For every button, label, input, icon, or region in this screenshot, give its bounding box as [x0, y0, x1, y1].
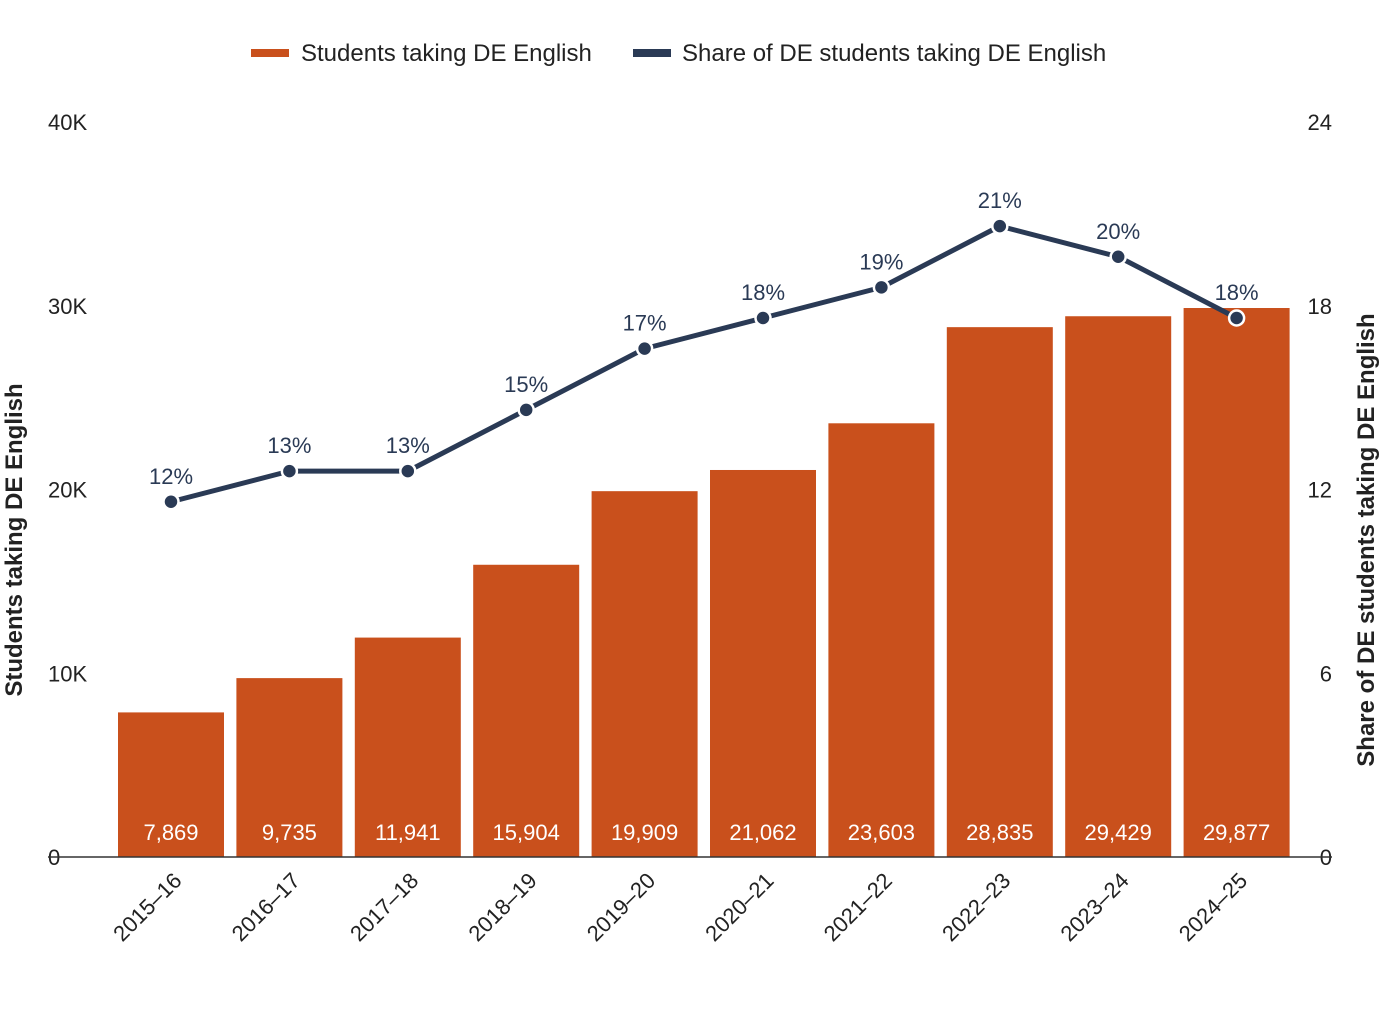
- line-point-label: 20%: [1096, 219, 1140, 244]
- line-point: [635, 339, 654, 358]
- line-point: [162, 493, 180, 511]
- bar-value-label: 21,062: [729, 820, 796, 845]
- x-tick-label: 2015–16: [108, 868, 186, 946]
- bar: [710, 469, 816, 857]
- x-tick-label: 2021–22: [819, 868, 897, 946]
- bar-series: 7,869 9,735 11,941 15,904 19,909 21,062 23,603…: [118, 308, 1290, 857]
- bar: [236, 678, 343, 857]
- bar-value-label: 9,735: [262, 820, 317, 845]
- bar-value-label: 29,429: [1085, 820, 1152, 845]
- bar-value-label: 7,869: [143, 820, 198, 845]
- bar: [1065, 316, 1172, 857]
- line-point: [991, 217, 1009, 235]
- y-right-tick-label: 6: [1320, 661, 1332, 686]
- line-point: [754, 309, 772, 327]
- legend-label-share: Share of DE students taking DE English: [682, 40, 1106, 67]
- legend: Students taking DE English Share of DE s…: [251, 40, 1106, 67]
- x-tick-label: 2016–17: [227, 868, 305, 946]
- x-axis-labels: 2015–16 2016–17 2017–18 2018–19 2019–20 2020–…: [108, 868, 1252, 946]
- line-point-label: 18%: [741, 280, 785, 305]
- x-tick-label: 2018–19: [463, 868, 541, 946]
- bar: [591, 491, 698, 857]
- line-series: 12% 13% 13% 15% 17% 18% 19% 21% 20% 18%: [149, 188, 1259, 511]
- bar: [946, 327, 1053, 857]
- line-point-label: 19%: [859, 249, 903, 274]
- bar: [473, 564, 580, 857]
- bar: [354, 637, 461, 857]
- x-tick-label: 2019–20: [582, 868, 660, 946]
- line-point-label: 12%: [149, 464, 193, 489]
- y-right-tick-label: 24: [1308, 110, 1332, 135]
- y-left-tick-label: 30K: [48, 294, 87, 319]
- y-right-tick-label: 12: [1308, 478, 1332, 503]
- y-right-tick-label: 18: [1308, 294, 1332, 319]
- line-point-label: 13%: [267, 433, 311, 458]
- line-point-label: 21%: [978, 188, 1022, 213]
- line-point-label: 13%: [386, 433, 430, 458]
- line-point: [399, 462, 417, 480]
- y-left-tick-label: 20K: [48, 478, 87, 503]
- y-left-tick-label: 40K: [48, 110, 87, 135]
- legend-label-students: Students taking DE English: [301, 40, 592, 67]
- bar-value-label: 28,835: [966, 820, 1033, 845]
- y-axis-right-title: Share of DE students taking DE English: [1353, 313, 1380, 766]
- y-left-tick-label: 10K: [48, 661, 87, 686]
- bar-value-label: 11,941: [375, 820, 441, 845]
- y-axis-left-title: Students taking DE English: [1, 383, 28, 696]
- line-point: [280, 462, 299, 480]
- x-tick-label: 2023–24: [1055, 868, 1133, 946]
- line-point-label: 18%: [1215, 280, 1259, 305]
- bar: [118, 712, 224, 857]
- line-point: [1109, 248, 1127, 266]
- legend-swatch-line: [633, 49, 671, 57]
- x-tick-label: 2024–25: [1174, 868, 1252, 946]
- line-point-label: 17%: [623, 311, 667, 336]
- line-point: [872, 278, 891, 297]
- bar-value-label: 29,877: [1203, 820, 1270, 845]
- line-point-label: 15%: [504, 372, 548, 397]
- bar-value-label: 15,904: [493, 820, 560, 845]
- x-tick-label: 2022–23: [937, 868, 1015, 946]
- share-line: [170, 223, 1238, 505]
- line-point: [517, 401, 535, 419]
- bar: [828, 423, 935, 857]
- x-tick-label: 2020–21: [700, 868, 778, 946]
- legend-swatch-bar: [251, 49, 289, 57]
- bar: [1183, 308, 1290, 857]
- x-tick-label: 2017–18: [345, 868, 423, 946]
- line-point: [1227, 309, 1246, 327]
- bar-value-label: 19,909: [611, 820, 678, 845]
- bar-value-label: 23,603: [848, 820, 915, 845]
